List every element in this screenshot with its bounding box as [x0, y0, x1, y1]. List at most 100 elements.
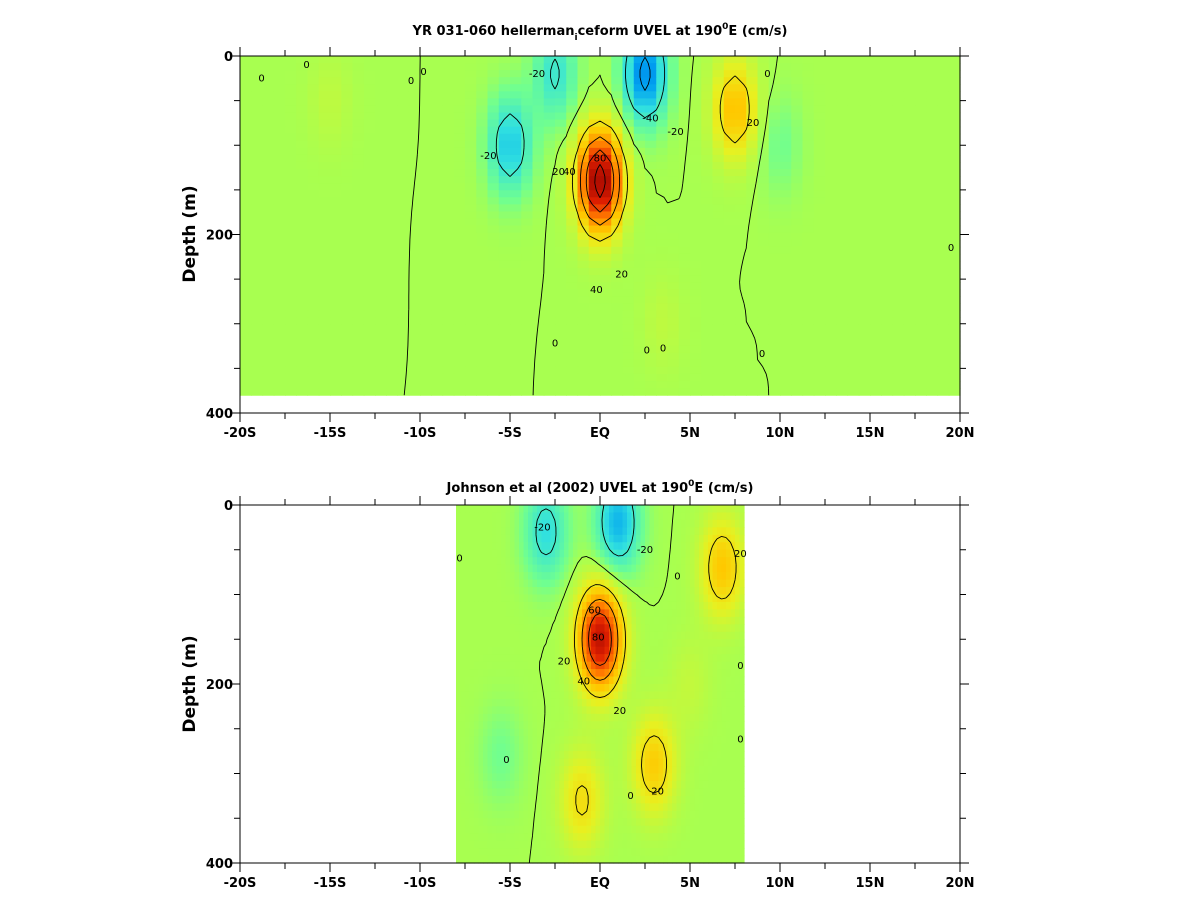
heatmap-cell: [663, 594, 669, 603]
heatmap-cell: [676, 684, 682, 693]
contour-line: [403, 55, 779, 396]
heatmap-cell: [915, 310, 927, 319]
heatmap-cell: [690, 366, 702, 375]
heatmap-cell: [352, 267, 365, 276]
heatmap-cell: [712, 639, 718, 648]
heatmap-cell: [631, 542, 637, 551]
heatmap-cell: [746, 161, 759, 170]
heatmap-cell: [330, 260, 342, 269]
heatmap-cell: [532, 91, 545, 99]
heatmap-cell: [645, 176, 657, 184]
heatmap-cell: [273, 289, 286, 297]
heatmap-cell: [465, 183, 477, 191]
heatmap-cell: [746, 154, 759, 163]
heatmap-cell: [654, 646, 660, 655]
heatmap-cell: [296, 381, 309, 389]
heatmap-cell: [555, 310, 567, 319]
heatmap-cell: [469, 713, 475, 722]
heatmap-cell: [474, 549, 480, 558]
heatmap-cell: [915, 140, 927, 149]
heatmap-cell: [510, 154, 522, 163]
heatmap-cell: [487, 616, 493, 625]
heatmap-cell: [627, 512, 633, 521]
heatmap-cell: [690, 303, 702, 311]
heatmap-cell: [532, 197, 545, 205]
heatmap-cell: [397, 331, 410, 340]
heatmap-cell: [658, 579, 664, 588]
heatmap-cell: [528, 631, 534, 640]
heatmap-cell: [478, 527, 484, 536]
heatmap-cell: [937, 91, 950, 99]
heatmap-cell: [780, 246, 792, 255]
heatmap-cell: [735, 345, 747, 354]
heatmap-cell: [726, 601, 732, 611]
heatmap-cell: [476, 211, 489, 220]
heatmap-cell: [474, 624, 480, 633]
heatmap-cell: [717, 587, 723, 596]
heatmap-cell: [600, 324, 612, 333]
heatmap-cell: [408, 211, 421, 220]
heatmap-cell: [813, 204, 826, 213]
heatmap-cell: [699, 601, 705, 611]
heatmap-cell: [726, 519, 732, 528]
heatmap-cell: [352, 183, 365, 191]
heatmap-cell: [658, 505, 664, 514]
heatmap-cell: [492, 572, 498, 581]
heatmap-cell: [487, 211, 500, 220]
heatmap-cell: [501, 706, 507, 715]
heatmap-cell: [505, 534, 511, 543]
heatmap-cell: [519, 572, 525, 581]
heatmap-cell: [496, 661, 502, 670]
heatmap-cell: [474, 669, 480, 678]
heatmap-cell: [618, 698, 624, 707]
heatmap-cell: [825, 373, 837, 382]
heatmap-cell: [915, 119, 927, 128]
heatmap-cell: [510, 126, 522, 135]
heatmap-cell: [262, 267, 275, 276]
heatmap-cell: [550, 542, 556, 551]
heatmap-cell: [600, 310, 612, 319]
heatmap-cell: [352, 218, 365, 227]
heatmap-cell: [658, 661, 664, 670]
heatmap-cell: [586, 669, 592, 678]
heatmap-cell: [656, 289, 669, 297]
heatmap-cell: [926, 303, 939, 311]
heatmap-cell: [903, 204, 916, 213]
heatmap-cell: [505, 564, 511, 573]
heatmap-cell: [937, 324, 950, 333]
heatmap-cell: [566, 324, 579, 333]
heatmap-cell: [847, 282, 860, 290]
heatmap-cell: [611, 373, 624, 382]
heatmap-cell: [588, 253, 601, 262]
heatmap-cell: [487, 691, 493, 700]
heatmap-cell: [537, 624, 543, 633]
heatmap-cell: [273, 317, 286, 326]
heatmap-cell: [708, 601, 714, 611]
heatmap-cell: [813, 190, 826, 198]
heatmap-cell: [723, 225, 736, 234]
heatmap-cell: [296, 310, 309, 319]
heatmap-cell: [543, 317, 556, 326]
heatmap-cell: [582, 624, 588, 633]
heatmap-cell: [681, 646, 687, 655]
heatmap-cell: [555, 505, 561, 514]
heatmap-cell: [532, 572, 538, 581]
heatmap-cell: [685, 684, 691, 693]
heatmap-cell: [285, 267, 297, 276]
heatmap-cell: [555, 147, 567, 156]
heatmap-cell: [948, 345, 961, 354]
heatmap-cell: [926, 119, 939, 128]
heatmap-cell: [431, 345, 444, 354]
heatmap-cell: [465, 133, 477, 142]
heatmap-cell: [656, 338, 669, 347]
heatmap-cell: [735, 225, 747, 234]
heatmap-cell: [757, 282, 770, 290]
heatmap-cell: [667, 639, 673, 648]
heatmap-cell: [487, 289, 500, 297]
heatmap-cell: [532, 161, 545, 170]
heatmap-cell: [519, 609, 525, 618]
heatmap-cell: [699, 534, 705, 543]
heatmap-cell: [442, 169, 455, 177]
heatmap-cell: [514, 669, 520, 678]
heatmap-cell: [791, 239, 804, 248]
